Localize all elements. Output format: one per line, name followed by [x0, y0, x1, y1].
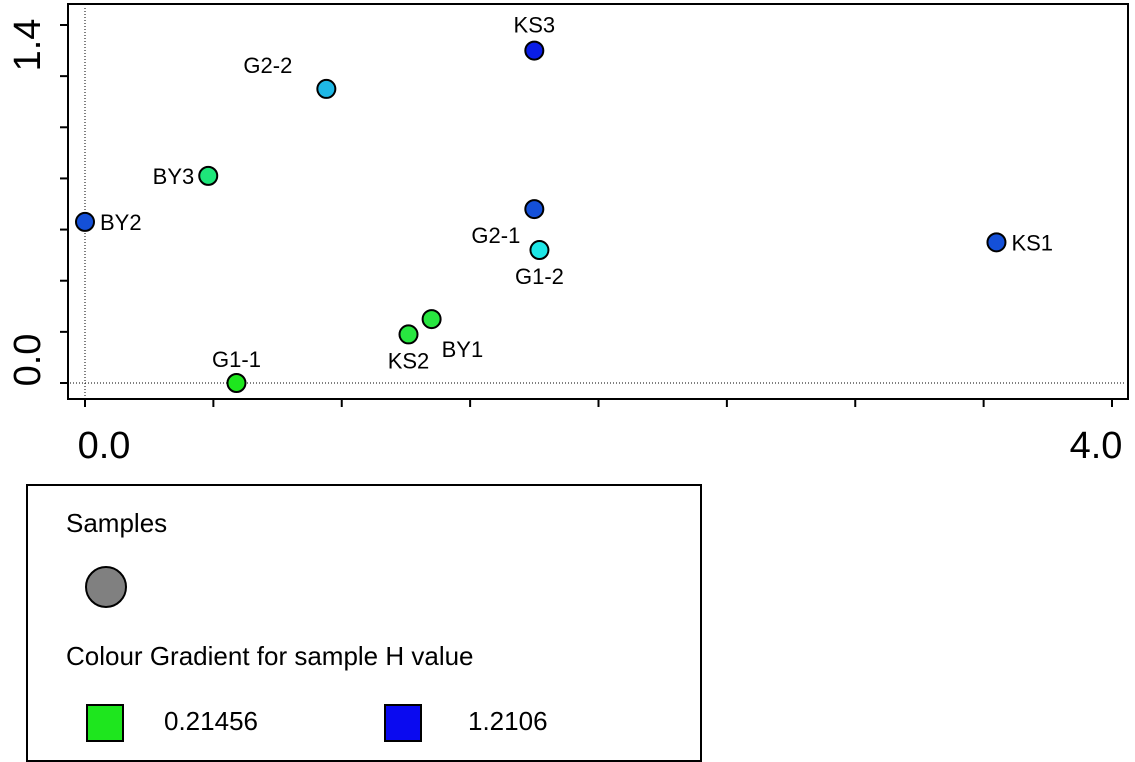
point-label-by2: BY2: [100, 210, 142, 235]
point-ks3: [524, 40, 545, 61]
point-labels: KS3 G2-2 BY3 BY2 G2-1 G1-2 KS1 BY1 KS2 G1-1: [100, 13, 1053, 374]
y-tick-label-min: 0.0: [7, 334, 49, 387]
legend: Samples Colour Gradient for sample H val…: [26, 484, 702, 762]
point-g2-2: [316, 78, 337, 99]
point-g1-1: [226, 373, 247, 393]
point-label-g2-2: G2-2: [243, 53, 292, 78]
point-label-ks3: KS3: [514, 13, 556, 38]
reference-lines: [70, 8, 1126, 397]
point-label-g2-1: G2-1: [471, 223, 520, 248]
gradient-low-value: 0.21456: [164, 706, 258, 736]
axis-ticks: [60, 24, 1113, 407]
point-label-g1-2: G1-2: [515, 264, 564, 289]
point-ks1: [986, 232, 1007, 253]
x-tick-label-min: 0.0: [78, 425, 131, 467]
gradient-high-value: 1.2106: [468, 706, 548, 736]
y-tick-label-max: 1.4: [7, 19, 49, 72]
point-by1: [421, 309, 442, 330]
plot-frame: [67, 3, 1129, 400]
point-by3: [198, 165, 219, 186]
gradient-high-swatch: [384, 704, 422, 742]
x-tick-label-max: 4.0: [1070, 425, 1123, 467]
point-by2: [75, 211, 95, 232]
legend-gradient-title: Colour Gradient for sample H value: [66, 641, 474, 671]
scatter-plot: KS3 G2-2 BY3 BY2 G2-1 G1-2 KS1 BY1 KS2 G1-1 0.0 4…: [7, 3, 1129, 467]
point-ks2: [398, 324, 419, 345]
data-points: [75, 40, 1007, 393]
point-g2-1: [524, 199, 545, 220]
legend-title: Samples: [66, 508, 168, 538]
point-label-ks1: KS1: [1011, 230, 1053, 255]
point-label-by3: BY3: [153, 164, 195, 189]
gradient-low-swatch: [86, 704, 124, 742]
point-label-g1-1: G1-1: [212, 347, 261, 372]
legend-sample-symbol: [85, 566, 127, 608]
point-g1-2: [529, 240, 550, 261]
point-label-ks2: KS2: [388, 348, 430, 373]
point-label-by1: BY1: [442, 337, 484, 362]
